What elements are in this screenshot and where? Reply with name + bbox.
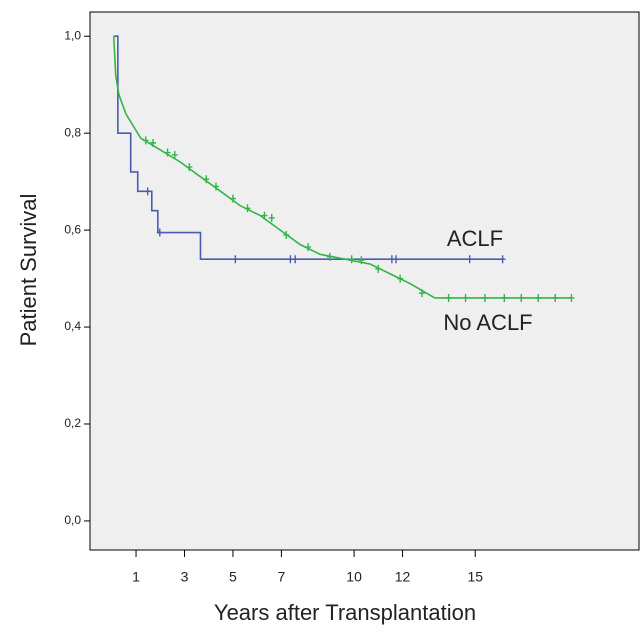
censor-mark xyxy=(568,293,575,302)
x-axis-label: Years after Transplantation xyxy=(214,600,476,625)
censor-mark xyxy=(149,138,156,147)
x-tick-label: 3 xyxy=(181,569,189,585)
censor-mark xyxy=(326,252,333,261)
censor-mark xyxy=(244,204,251,213)
censor-mark xyxy=(393,255,400,264)
x-tick-label: 12 xyxy=(395,569,411,585)
censor-mark xyxy=(142,136,149,145)
censor-mark xyxy=(499,255,506,264)
censor-mark xyxy=(156,228,163,237)
censor-mark xyxy=(445,293,452,302)
censor-mark xyxy=(305,243,312,252)
x-tick-label: 7 xyxy=(278,569,286,585)
censor-mark xyxy=(229,194,236,203)
censor-mark xyxy=(232,255,239,264)
y-tick-label: 0,0 xyxy=(64,513,81,527)
censor-mark xyxy=(203,175,210,184)
x-tick-label: 15 xyxy=(467,569,483,585)
censor-mark xyxy=(212,182,219,191)
censor-mark xyxy=(186,163,193,172)
annotation: ACLF xyxy=(447,226,503,251)
plot-area xyxy=(89,11,640,551)
censor-mark xyxy=(552,293,559,302)
censor-mark xyxy=(535,293,542,302)
y-axis-label: Patient Survival xyxy=(16,194,41,347)
x-tick-label: 5 xyxy=(229,569,237,585)
censor-mark xyxy=(283,230,290,239)
censor-mark xyxy=(518,293,525,302)
censor-mark xyxy=(261,211,268,220)
censor-mark xyxy=(164,148,171,157)
censor-mark xyxy=(358,256,365,265)
y-tick-label: 0,2 xyxy=(64,416,81,430)
censor-mark xyxy=(462,293,469,302)
x-tick-label: 10 xyxy=(346,569,362,585)
censor-mark xyxy=(481,293,488,302)
y-tick-label: 0,8 xyxy=(64,125,81,139)
y-tick-label: 0,6 xyxy=(64,222,81,236)
censor-mark xyxy=(171,150,178,159)
survival-line xyxy=(112,36,572,299)
x-tick-label: 1 xyxy=(132,569,140,585)
y-tick-label: 0,4 xyxy=(64,319,81,333)
censor-mark xyxy=(418,289,425,298)
censor-mark xyxy=(375,264,382,273)
censor-mark xyxy=(397,274,404,283)
censor-mark xyxy=(348,255,355,264)
annotation: No ACLF xyxy=(443,310,532,335)
y-tick-label: 1,0 xyxy=(64,28,81,42)
censor-mark xyxy=(466,255,473,264)
censor-mark xyxy=(292,255,299,264)
censor-mark xyxy=(268,213,275,222)
censor-mark xyxy=(501,293,508,302)
censor-mark xyxy=(144,187,151,196)
